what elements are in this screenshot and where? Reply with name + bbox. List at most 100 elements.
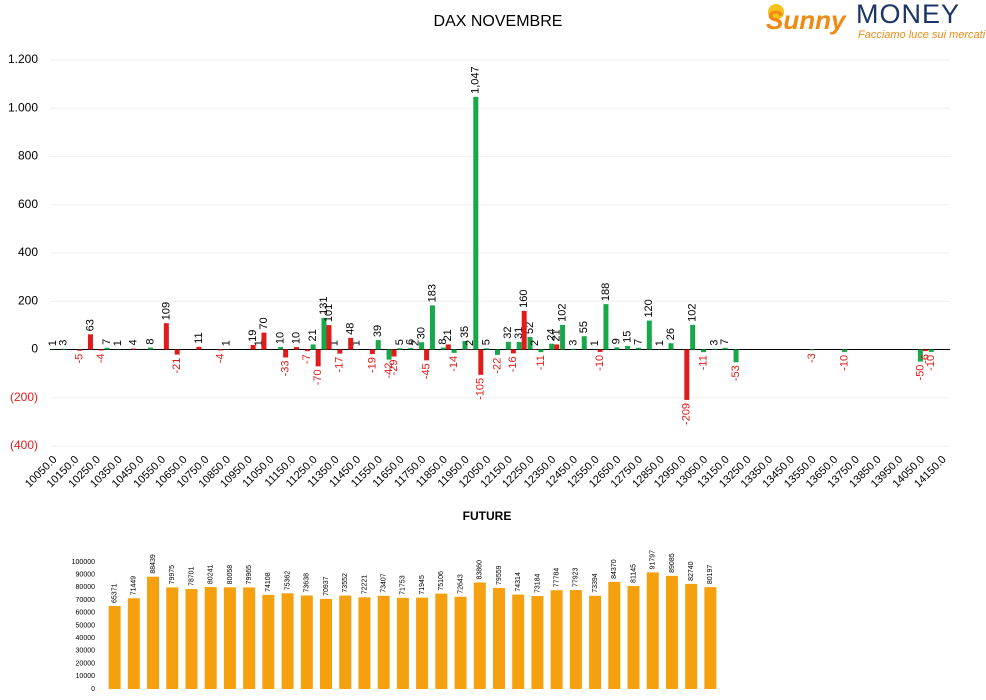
bar [397, 348, 403, 350]
y-tick-label: 40000 [76, 635, 96, 642]
bar [478, 349, 484, 375]
y-tick-label: 0 [31, 342, 38, 356]
bar [809, 349, 815, 351]
data-label: -10 [838, 355, 850, 371]
bar [326, 325, 332, 350]
data-label: 1 [112, 340, 124, 346]
bar [841, 349, 847, 352]
bar [603, 304, 609, 350]
data-label: -105 [475, 378, 487, 400]
bar [521, 310, 527, 350]
bar [315, 349, 321, 367]
bar [473, 96, 479, 350]
bar [625, 345, 631, 350]
data-label: 80058 [227, 565, 234, 585]
bar [597, 349, 603, 352]
logo-tagline: Facciamo luce sui mercati [858, 29, 986, 41]
bar [928, 349, 934, 352]
data-label: 1 [654, 340, 666, 346]
data-label: 91797 [650, 550, 657, 570]
y-tick-label: 600 [18, 197, 38, 211]
bar [283, 349, 289, 358]
bar [495, 349, 500, 355]
bar [917, 349, 923, 362]
bar [185, 589, 198, 689]
data-label: -11 [697, 355, 709, 370]
y-tick-label: 90000 [76, 572, 96, 579]
data-label: 88439 [150, 554, 157, 574]
bar [127, 598, 140, 689]
data-label: -70 [312, 369, 324, 385]
bar [505, 341, 511, 350]
bar [550, 590, 563, 689]
data-label: -17 [334, 357, 346, 373]
data-label: 1,047 [470, 66, 482, 94]
data-label: 1 [589, 340, 601, 346]
bar [391, 349, 397, 357]
bar [416, 597, 429, 689]
bar [454, 596, 467, 689]
data-label: 1 [329, 340, 341, 346]
bar [484, 348, 490, 350]
data-label: 79965 [246, 565, 253, 585]
bar [733, 349, 739, 363]
bar [281, 593, 294, 689]
bar [339, 595, 352, 689]
data-label: 63 [84, 319, 96, 331]
bar [690, 324, 696, 350]
y-tick-label: (400) [10, 438, 38, 452]
bar [196, 346, 202, 350]
data-label: 55 [578, 321, 590, 333]
y-tick-label: (200) [10, 390, 38, 404]
data-label: -16 [507, 356, 519, 372]
bar [614, 347, 620, 350]
data-label: 2 [464, 340, 476, 346]
data-label: 73184 [534, 573, 541, 593]
bar [337, 349, 343, 354]
bar [408, 348, 414, 350]
data-label: 72643 [457, 574, 464, 594]
data-label: 9 [611, 338, 623, 344]
logo-name: MONEY [856, 0, 960, 29]
bar [473, 582, 486, 689]
data-label: 19 [247, 330, 259, 342]
bar [685, 583, 698, 689]
bar [435, 593, 448, 689]
bar [98, 349, 104, 351]
data-label: 72221 [361, 575, 368, 595]
bar [377, 595, 390, 689]
data-label: 79559 [496, 565, 503, 585]
bar [396, 597, 409, 689]
data-label: -4 [95, 353, 107, 363]
data-label: 80197 [707, 565, 714, 585]
data-label: 1 [220, 340, 232, 346]
data-label: -10 [594, 355, 606, 371]
bar [369, 349, 375, 355]
data-label: -10 [925, 355, 937, 371]
data-label: 120 [643, 299, 655, 317]
bar [711, 348, 717, 350]
data-label: 2 [410, 340, 422, 346]
data-label: 1 [253, 340, 265, 346]
bar [569, 590, 582, 689]
data-label: 80241 [208, 565, 215, 585]
data-label: 77923 [573, 567, 580, 587]
data-label: 84370 [611, 559, 618, 579]
bar [531, 596, 544, 689]
data-label: -5 [74, 354, 86, 364]
bar [61, 348, 67, 350]
bar [646, 572, 659, 689]
data-label: 78701 [188, 566, 195, 586]
data-label: 188 [600, 283, 612, 301]
y-tick-label: 800 [18, 149, 38, 163]
bar [419, 342, 425, 350]
bar [665, 575, 678, 689]
bar [104, 347, 110, 350]
data-label: 10 [275, 332, 287, 344]
bar [148, 347, 154, 350]
data-label: -4 [214, 353, 226, 363]
y-tick-label: 70000 [76, 597, 96, 604]
data-label: 131 [318, 297, 330, 315]
bar [348, 337, 354, 350]
data-label: -3 [806, 353, 818, 363]
